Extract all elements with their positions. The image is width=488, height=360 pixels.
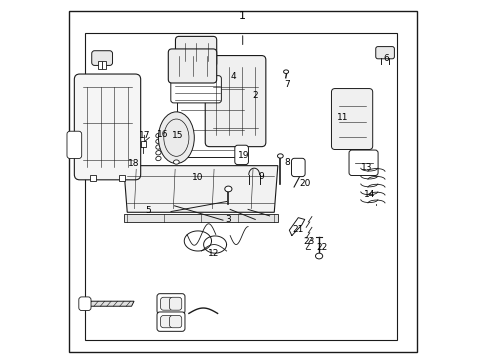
Text: 16: 16	[157, 130, 168, 139]
Text: 13: 13	[360, 163, 371, 172]
Text: 23: 23	[303, 237, 314, 246]
Text: 8: 8	[284, 158, 290, 167]
Text: 9: 9	[258, 172, 264, 181]
Text: 19: 19	[238, 151, 249, 160]
Ellipse shape	[224, 186, 231, 192]
Text: 10: 10	[192, 173, 203, 182]
Text: 7: 7	[284, 81, 290, 90]
FancyBboxPatch shape	[67, 131, 81, 158]
FancyBboxPatch shape	[348, 150, 377, 176]
FancyBboxPatch shape	[375, 46, 394, 59]
Text: 1: 1	[239, 11, 245, 21]
Bar	[102, 61, 106, 69]
Polygon shape	[123, 166, 277, 212]
Text: 12: 12	[208, 249, 219, 258]
Bar	[119, 175, 125, 181]
Ellipse shape	[173, 160, 179, 164]
FancyBboxPatch shape	[291, 158, 305, 177]
FancyBboxPatch shape	[169, 316, 182, 328]
Ellipse shape	[277, 154, 283, 158]
Text: 22: 22	[315, 243, 326, 252]
Bar	[123, 214, 277, 222]
Bar	[90, 175, 96, 181]
FancyBboxPatch shape	[205, 55, 265, 147]
FancyBboxPatch shape	[168, 49, 216, 83]
Ellipse shape	[158, 112, 194, 163]
FancyBboxPatch shape	[175, 36, 216, 67]
FancyBboxPatch shape	[92, 51, 112, 66]
Text: 4: 4	[230, 72, 236, 81]
FancyBboxPatch shape	[74, 74, 141, 180]
Text: 3: 3	[225, 215, 231, 224]
Polygon shape	[85, 301, 134, 306]
Ellipse shape	[315, 253, 322, 259]
Text: 5: 5	[144, 206, 150, 215]
Bar	[85, 33, 396, 339]
Ellipse shape	[283, 70, 288, 73]
FancyBboxPatch shape	[79, 297, 91, 311]
Text: 11: 11	[337, 113, 348, 122]
Text: 6: 6	[383, 54, 388, 63]
Text: 18: 18	[128, 159, 140, 168]
Text: 20: 20	[299, 179, 310, 188]
FancyBboxPatch shape	[160, 297, 172, 310]
Text: 17: 17	[139, 131, 150, 140]
Text: 14: 14	[364, 190, 375, 199]
Bar	[98, 61, 102, 69]
FancyBboxPatch shape	[331, 89, 372, 149]
Text: 21: 21	[291, 225, 303, 234]
Text: 15: 15	[172, 131, 183, 140]
FancyBboxPatch shape	[234, 145, 248, 165]
FancyBboxPatch shape	[157, 312, 184, 331]
Text: 2: 2	[252, 91, 258, 100]
FancyBboxPatch shape	[170, 76, 221, 103]
FancyBboxPatch shape	[169, 297, 182, 310]
FancyBboxPatch shape	[157, 294, 184, 314]
FancyBboxPatch shape	[160, 316, 172, 328]
